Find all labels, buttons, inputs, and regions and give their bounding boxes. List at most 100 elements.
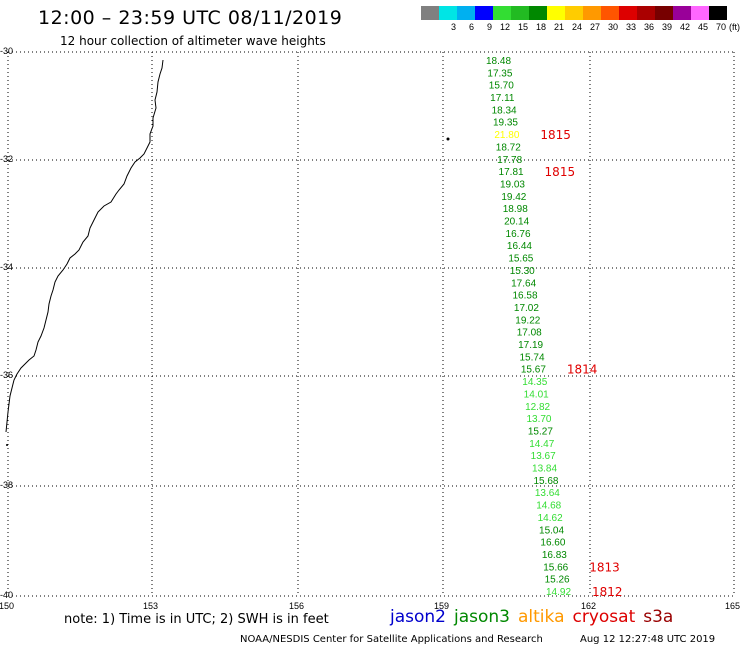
wave-height-value: 15.67 [521, 365, 546, 376]
legend-label: 36 [643, 22, 654, 32]
wave-height-value: 18.98 [503, 204, 528, 215]
wave-height-value: 15.27 [528, 426, 553, 437]
generated-timestamp: Aug 12 12:27:48 UTC 2019 [580, 634, 716, 645]
wave-height-value: 18.72 [496, 142, 521, 153]
legend-swatch [475, 6, 493, 20]
wave-height-value: 13.67 [531, 451, 556, 462]
pass-number-label: 1813 [589, 560, 620, 574]
satellite-legend: jason2 jason3 altika cryosat s3a [390, 607, 673, 627]
satellite-name: s3a [643, 607, 674, 627]
legend-swatch [709, 6, 727, 20]
lon-tick-label: 156 [289, 601, 305, 611]
footer-note: note: 1) Time is in UTC; 2) SWH is in fe… [64, 612, 329, 627]
wave-height-value: 17.11 [490, 93, 515, 104]
legend-swatch [637, 6, 655, 20]
wave-height-value: 15.74 [519, 352, 544, 363]
wave-height-value: 14.68 [536, 501, 561, 512]
island-dot [446, 137, 450, 141]
legend-unit: (ft) [729, 22, 740, 32]
legend-swatch [601, 6, 619, 20]
wave-height-value: 14.62 [538, 513, 563, 524]
wave-height-value: 16.76 [506, 229, 531, 240]
wave-height-value: 17.02 [514, 303, 539, 314]
color-legend-labels: 3 6 9 12 15 18 21 24 27 30 33 36 39 42 45 70 (ft) [421, 22, 740, 32]
legend-label: 15 [517, 22, 528, 32]
lat-tick-label: -30 [0, 46, 14, 56]
wave-height-value: 19.42 [501, 192, 526, 203]
coast-dot [6, 444, 8, 446]
pass-labels: 1815 1815 1814 1813 1812 [540, 128, 622, 599]
color-legend [421, 6, 727, 20]
legend-label: 6 [468, 22, 474, 32]
legend-label: 70 [715, 22, 726, 32]
legend-label: 3 [450, 22, 456, 32]
lat-tick-label: -34 [0, 262, 14, 272]
wave-height-value: 15.26 [545, 575, 570, 586]
wave-height-value: 18.34 [492, 105, 517, 116]
wave-height-value: 15.70 [489, 81, 514, 92]
wave-height-value: 17.19 [518, 340, 543, 351]
grid-lines [7, 51, 735, 597]
wave-height-value: 13.64 [535, 488, 560, 499]
wave-height-value: 12.82 [525, 402, 550, 413]
legend-swatch [547, 6, 565, 20]
wave-height-value: 14.01 [524, 389, 549, 400]
legend-swatch [583, 6, 601, 20]
wave-height-value: 19.03 [500, 179, 525, 190]
lon-tick-label: 159 [434, 601, 450, 611]
satellite-name: cryosat [572, 607, 636, 627]
coastline [5, 59, 164, 433]
legend-swatch [673, 6, 691, 20]
page-subtitle: 12 hour collection of altimeter wave hei… [60, 34, 326, 48]
lat-tick-label: -40 [0, 590, 14, 600]
satellite-name: jason3 [454, 607, 510, 627]
legend-swatch [529, 6, 547, 20]
wave-height-value: 13.70 [526, 414, 551, 425]
legend-label: 21 [553, 22, 564, 32]
wave-height-value: 15.66 [543, 562, 568, 573]
wave-height-value: 13.84 [532, 464, 557, 475]
wave-height-value: 17.08 [517, 328, 542, 339]
legend-label: 9 [486, 22, 492, 32]
wave-height-value: 16.44 [507, 241, 532, 252]
wave-height-value: 17.35 [487, 68, 512, 79]
lat-tick-label: -38 [0, 480, 14, 490]
pass-number-label: 1815 [540, 128, 571, 142]
wave-height-value: 15.04 [539, 525, 564, 536]
lon-tick-label: 162 [581, 601, 597, 611]
page-title: 12:00 – 23:59 UTC 08/11/2019 [38, 7, 343, 29]
wave-height-value: 20.14 [504, 217, 529, 228]
legend-label: 18 [535, 22, 546, 32]
legend-label: 39 [661, 22, 672, 32]
legend-label: 30 [607, 22, 618, 32]
wave-height-value: 14.92 [546, 587, 571, 598]
wave-height-value: 18.48 [486, 56, 511, 67]
pass-number-label: 1814 [567, 363, 598, 377]
legend-label [421, 22, 439, 32]
wave-height-value: 19.35 [493, 118, 518, 129]
lat-tick-label: -36 [0, 370, 14, 380]
legend-swatch [439, 6, 457, 20]
lon-tick-label: 165 [725, 601, 740, 611]
lon-tick-label: 153 [143, 601, 159, 611]
legend-swatch [691, 6, 709, 20]
lat-tick-label: -32 [0, 154, 14, 164]
legend-label: 45 [697, 22, 708, 32]
legend-label: 42 [679, 22, 690, 32]
legend-swatch [511, 6, 529, 20]
wave-height-value: 15.65 [508, 254, 533, 265]
wave-height-value: 19.22 [515, 315, 540, 326]
legend-label: 24 [571, 22, 582, 32]
legend-label: 33 [625, 22, 636, 32]
legend-swatch [565, 6, 583, 20]
legend-swatch [457, 6, 475, 20]
legend-swatch [421, 6, 439, 20]
wave-height-value: 15.68 [533, 476, 558, 487]
lon-tick-label: 150 [0, 601, 15, 611]
wave-height-value: 16.60 [540, 538, 565, 549]
credit-line: NOAA/NESDIS Center for Satellite Applica… [240, 634, 543, 645]
legend-swatch [655, 6, 673, 20]
wave-height-value: 17.81 [499, 167, 524, 178]
wave-height-value: 16.58 [513, 291, 538, 302]
